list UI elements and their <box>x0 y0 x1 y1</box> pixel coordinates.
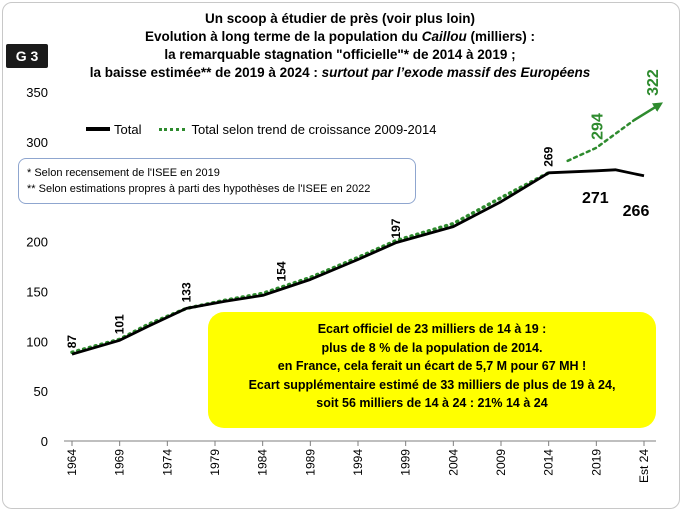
chart-frame <box>2 2 680 509</box>
legend-label-trend: Total selon trend de croissance 2009-201… <box>191 121 437 137</box>
y-tick-label: 0 <box>41 434 48 449</box>
title-line-2: Evolution à long terme de la population … <box>80 28 600 46</box>
title-line-2-suffix: (milliers) : <box>466 29 536 44</box>
x-tick-label: 1984 <box>256 449 270 476</box>
data-label-154: 154 <box>275 261 289 281</box>
y-tick-label: 300 <box>26 135 48 150</box>
series-line-trend-projection <box>566 118 636 163</box>
title-line-3: la remarquable stagnation "officielle"* … <box>164 47 516 62</box>
figure-badge: G 3 <box>6 44 48 68</box>
data-label-101: 101 <box>113 314 127 334</box>
y-tick-label: 350 <box>26 85 48 100</box>
y-tick-label: 200 <box>26 235 48 250</box>
y-tick-label: 150 <box>26 284 48 299</box>
legend: Total Total selon trend de croissance 20… <box>86 120 454 138</box>
legend-item-trend: Total selon trend de croissance 2009-201… <box>159 122 436 137</box>
x-tick-label: 2014 <box>542 449 556 476</box>
data-label-133: 133 <box>179 282 193 302</box>
data-label-266: 266 <box>623 203 650 220</box>
x-axis: 1964 1969 1974 1979 1984 1989 1994 1999 2004 2009… <box>64 440 656 483</box>
x-tick-label: 2004 <box>446 449 460 476</box>
callout-line-1: Ecart officiel de 23 milliers de 14 à 19… <box>317 322 547 336</box>
point-labels: 87 101 133 154 197 269 271 266 294 322 <box>65 69 662 348</box>
callout-line-3: en France, cela ferait un écart de 5,7 M… <box>277 359 587 373</box>
data-label-294: 294 <box>589 113 606 140</box>
data-label-271: 271 <box>582 190 609 207</box>
series-line-total <box>71 168 645 356</box>
x-tick-label: 1989 <box>303 449 317 476</box>
data-label-197: 197 <box>389 218 403 238</box>
callout-line-2: plus de 8 % de la population de 2014. <box>321 340 543 355</box>
source-note-2: ** Selon estimations propres à parti des… <box>27 183 371 195</box>
data-label-322: 322 <box>645 69 662 96</box>
title-line-2-prefix: Evolution à long terme de la population … <box>144 29 422 44</box>
legend-swatch-trend <box>159 127 186 131</box>
y-axis-ticks: 050100150200250300350 <box>26 85 48 449</box>
y-tick-label: 100 <box>26 334 48 349</box>
series-line-trend <box>70 171 551 355</box>
x-tick-label: 1974 <box>160 449 174 476</box>
x-tick-label: 2009 <box>494 449 508 476</box>
title-line-4-italic: surtout par l’exode massif des Européens <box>321 65 591 80</box>
legend-swatch-total <box>86 127 110 131</box>
title-line-4: la baisse estimée** de 2019 à 2024 : sur… <box>80 64 600 82</box>
x-tick-label: 1964 <box>65 449 79 476</box>
data-label-87: 87 <box>65 335 79 349</box>
title-line-2-italic: Caillou <box>421 29 467 44</box>
callout-line-5: soit 56 milliers de 14 à 24 : 21% 14 à 2… <box>316 396 548 410</box>
trend-arrow <box>633 102 664 121</box>
callout-line-4: Ecart supplémentaire estimé de 33 millie… <box>248 377 616 392</box>
x-tick-label: 1994 <box>351 449 365 476</box>
series-lines <box>70 102 664 356</box>
x-tick-label: Est 24 <box>637 449 651 483</box>
data-label-269: 269 <box>542 146 556 166</box>
chart-title: Un scoop à étudier de près (voir plus lo… <box>80 10 600 82</box>
title-line-1: Un scoop à étudier de près (voir plus lo… <box>204 11 476 26</box>
x-tick-label: 1999 <box>399 449 413 476</box>
y-tick-label: 50 <box>34 384 48 399</box>
x-tick-label: 2019 <box>589 449 603 476</box>
legend-label-total: Total <box>114 121 142 137</box>
title-line-4-prefix: la baisse estimée** de 2019 à 2024 : <box>89 65 322 80</box>
source-note-1: * Selon recensement de l'ISEE en 2019 <box>27 167 220 179</box>
x-tick-label: 1979 <box>208 449 222 476</box>
x-tick-label: 1969 <box>113 449 127 476</box>
legend-item-total: Total <box>86 122 141 137</box>
source-note-box: * Selon recensement de l'ISEE en 2019 **… <box>18 158 416 204</box>
callout-box: Ecart officiel de 23 milliers de 14 à 19… <box>208 312 656 428</box>
